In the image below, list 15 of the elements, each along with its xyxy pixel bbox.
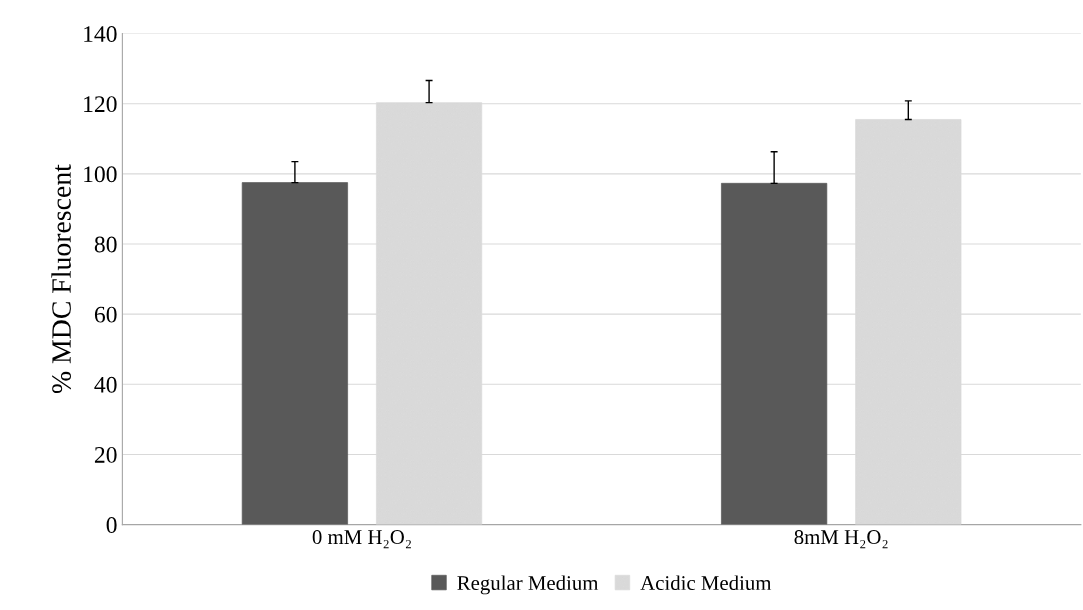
y-tick-label: 20 <box>94 446 117 463</box>
y-tick-label: 40 <box>94 376 117 393</box>
legend-label: Regular Medium <box>457 575 599 595</box>
y-tick-label: 140 <box>84 26 117 42</box>
legend-label: Acidic Medium <box>640 575 772 591</box>
x-tick-label: 0 mM H₂O₂ <box>312 530 411 549</box>
y-tick-label: 120 <box>84 96 117 113</box>
y-tick-label: 60 <box>94 306 117 323</box>
y-axis-title: % MDC Fluorescent <box>51 164 71 394</box>
bar <box>241 182 348 525</box>
bar <box>721 182 828 525</box>
x-tick-label: 8mM H₂O₂ <box>794 530 888 549</box>
y-tick-label: 0 <box>106 517 117 534</box>
y-tick-label: 80 <box>94 236 117 253</box>
y-tick-label: 100 <box>84 166 117 183</box>
